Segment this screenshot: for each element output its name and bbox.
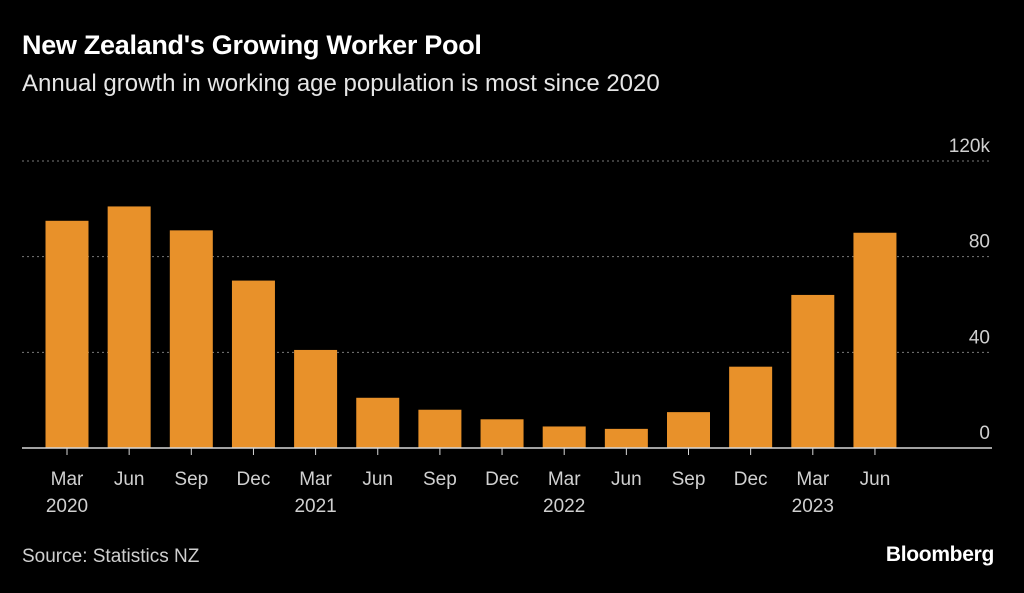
y-tick-label: 120k — [949, 136, 991, 157]
y-tick-label: 0 — [979, 423, 990, 444]
x-tick-month: Dec — [734, 469, 768, 490]
x-tick-year: 2023 — [792, 496, 834, 517]
bar-dec-2021 — [480, 419, 524, 448]
x-tick-month: Mar — [299, 469, 332, 490]
bar-sep-2020 — [169, 230, 213, 448]
gridlines — [22, 160, 992, 353]
bar-mar-2021 — [294, 349, 338, 448]
y-tick-label: 40 — [969, 327, 990, 348]
y-axis-labels: 0 40 80 120k — [949, 136, 991, 444]
bar-sep-2021 — [418, 409, 462, 448]
bar-jun-2023 — [853, 232, 897, 448]
bar-mar-2022 — [542, 426, 586, 448]
x-tick-month: Jun — [362, 469, 393, 490]
bloomberg-logo: Bloomberg — [885, 543, 994, 566]
x-tick-year: 2021 — [294, 496, 336, 517]
x-tick-month: Sep — [672, 469, 706, 490]
x-tick-year: 2022 — [543, 496, 585, 517]
x-tick-month: Jun — [114, 469, 145, 490]
bar-jun-2020 — [107, 206, 151, 448]
bar-sep-2022 — [667, 412, 710, 448]
source-note: Source: Statistics NZ — [22, 546, 200, 567]
bar-dec-2020 — [231, 280, 275, 448]
x-tick-month: Dec — [485, 469, 519, 490]
bar-jun-2022 — [604, 428, 648, 448]
x-tick-month: Jun — [860, 469, 891, 490]
bars — [45, 206, 897, 448]
x-tick-month: Sep — [174, 469, 208, 490]
x-tick-month: Mar — [51, 469, 84, 490]
x-tick-year: 2020 — [46, 496, 88, 517]
y-tick-label: 80 — [969, 232, 990, 253]
x-tick-month: Mar — [796, 469, 829, 490]
x-tick-month: Sep — [423, 469, 457, 490]
x-tick-month: Jun — [611, 469, 642, 490]
bar-dec-2022 — [729, 366, 773, 448]
x-axis-labels: Mar 2020 Jun Sep Dec Mar 2021 Jun Sep Dec Mar 2022 J… — [46, 448, 890, 517]
x-tick-month: Mar — [548, 469, 581, 490]
bar-jun-2021 — [356, 397, 400, 448]
bar-mar-2020 — [45, 220, 89, 448]
bar-mar-2023 — [791, 294, 835, 448]
chart-subtitle: Annual growth in working age population … — [22, 70, 660, 97]
x-tick-month: Dec — [237, 469, 271, 490]
chart-title: New Zealand's Growing Worker Pool — [22, 30, 482, 60]
